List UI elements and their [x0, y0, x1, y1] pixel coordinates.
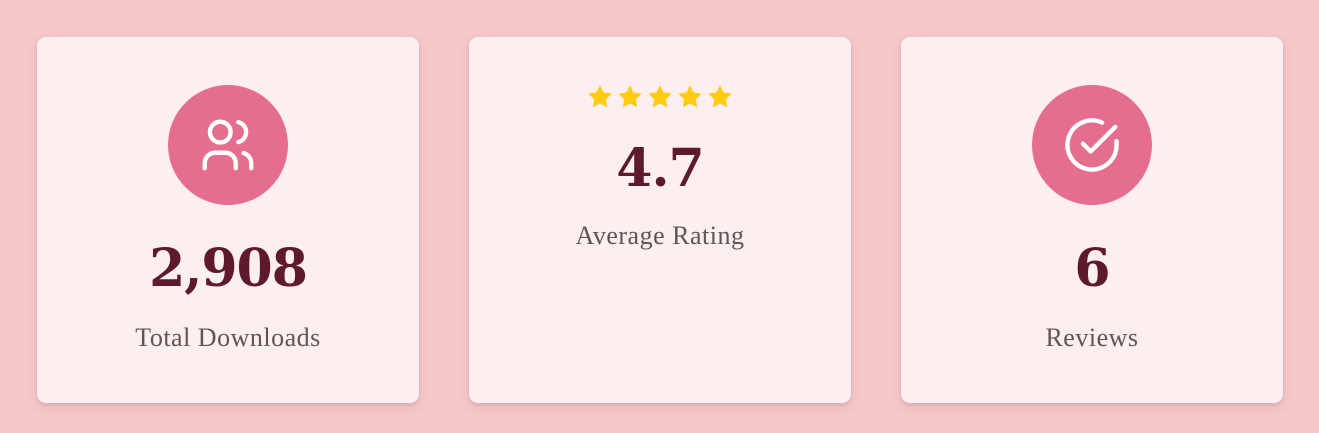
rating-stars [469, 83, 851, 111]
star-icon [616, 83, 644, 111]
star-icon [706, 83, 734, 111]
star-icon [586, 83, 614, 111]
stat-card-downloads: 2,908 Total Downloads [37, 37, 419, 403]
stat-card-reviews: 6 Reviews [901, 37, 1283, 403]
total-downloads-value: 2,908 [149, 238, 308, 299]
reviews-count-value: 6 [1074, 238, 1110, 299]
check-circle-icon-badge [1032, 85, 1152, 205]
check-circle-icon [1065, 118, 1119, 172]
star-icon [646, 83, 674, 111]
stats-row: 2,908 Total Downloads 4.7 Average Rating… [37, 37, 1283, 403]
users-icon-badge [168, 85, 288, 205]
users-icon [202, 119, 254, 171]
average-rating-value: 4.7 [616, 138, 704, 199]
star-icon [676, 83, 704, 111]
total-downloads-label: Total Downloads [135, 323, 321, 352]
stat-card-rating: 4.7 Average Rating [469, 37, 851, 403]
reviews-label: Reviews [1045, 323, 1139, 352]
average-rating-label: Average Rating [575, 221, 745, 250]
